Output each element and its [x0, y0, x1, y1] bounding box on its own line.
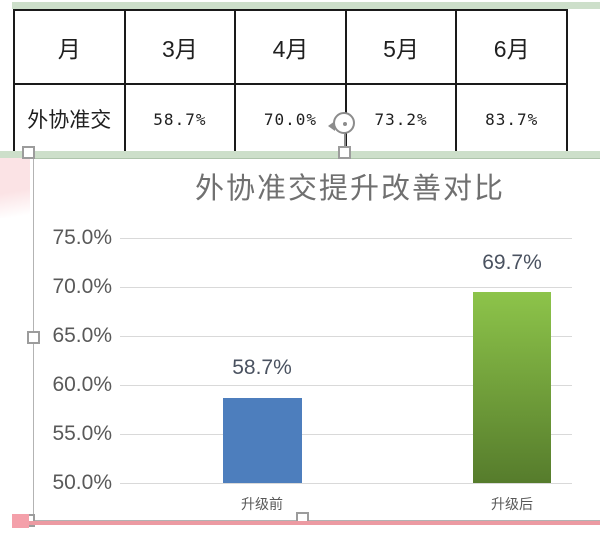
gridline-55 [120, 434, 572, 435]
table-cell-march[interactable]: 3月 [123, 9, 237, 85]
selection-border-bottom[interactable] [33, 520, 600, 521]
divider-green-strip [0, 151, 600, 159]
table-value-row: 外协准交 58.7% 70.0% 73.2% 83.7% [13, 83, 568, 155]
gridline-50 [120, 483, 572, 484]
rotate-icon[interactable] [328, 112, 355, 134]
table-cell-series-label[interactable]: 外协准交 [13, 83, 126, 155]
ytick-65: 65.0% [52, 324, 112, 347]
table-cell-may[interactable]: 5月 [344, 9, 458, 85]
ytick-70: 70.0% [52, 275, 112, 298]
data-label-after: 69.7% [482, 251, 542, 274]
ytick-50: 50.0% [52, 471, 112, 494]
table-cell-april-value[interactable]: 70.0% [234, 83, 347, 155]
rotate-icon-dot [343, 122, 347, 126]
resize-handle-top-left[interactable] [22, 146, 35, 159]
bottom-red-line [12, 521, 600, 525]
ytick-75: 75.0% [52, 226, 112, 249]
table-cell-month-label[interactable]: 月 [13, 9, 126, 85]
xlabel-before: 升级前 [241, 496, 283, 512]
table-header-row: 月 3月 4月 5月 6月 [13, 9, 568, 85]
table-cell-june[interactable]: 6月 [455, 9, 568, 85]
gridline-70 [120, 287, 572, 288]
chart-title: 外协准交提升改善对比 [194, 173, 505, 205]
pink-fade-decoration [0, 158, 30, 218]
resize-handle-left-middle[interactable] [27, 331, 40, 344]
rotate-handle-stem [344, 134, 346, 148]
gridline-65 [120, 336, 572, 337]
month-data-table[interactable]: 月 3月 4月 5月 6月 外协准交 58.7% 70.0% 73.2% 83.… [13, 9, 568, 155]
bar-before-upgrade[interactable] [223, 398, 302, 483]
xlabel-after: 升级后 [491, 496, 533, 512]
top-green-band [12, 2, 600, 9]
gridline-60 [120, 385, 572, 386]
ytick-55: 55.0% [52, 422, 112, 445]
table-cell-march-value[interactable]: 58.7% [123, 83, 237, 155]
table-cell-april[interactable]: 4月 [234, 9, 347, 85]
table-cell-june-value[interactable]: 83.7% [455, 83, 568, 155]
table-cell-may-value[interactable]: 73.2% [344, 83, 458, 155]
resize-handle-top-middle[interactable] [338, 146, 351, 159]
gridline-75 [120, 238, 572, 239]
data-label-before: 58.7% [232, 356, 292, 379]
ytick-60: 60.0% [52, 373, 112, 396]
rotate-icon-arrow [328, 121, 335, 131]
bottom-pink-block [12, 514, 29, 528]
bar-after-upgrade[interactable] [473, 292, 551, 483]
